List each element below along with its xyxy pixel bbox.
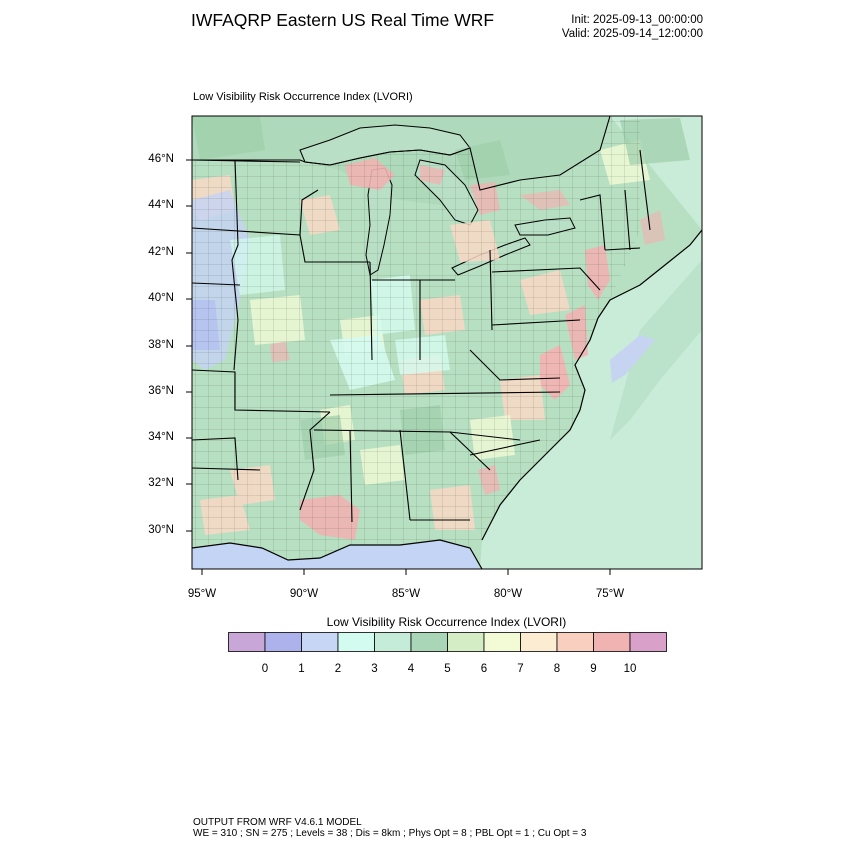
- colorbar-tick-label: 1: [298, 663, 305, 675]
- lon-label-75w: 75°W: [595, 588, 625, 600]
- lat-label-44n: 44°N: [148, 199, 174, 211]
- colorbar-tick-label: 7: [517, 663, 524, 675]
- colorbar-swatch: [556, 632, 594, 652]
- colorbar-tick-label: 4: [407, 663, 415, 675]
- colorbar-tick-label: 8: [553, 663, 561, 675]
- lon-label-85w: 85°W: [391, 588, 421, 600]
- atlantic-coastline: [481, 229, 702, 541]
- plot-subtitle: Low Visibility Risk Occurrence Index (LV…: [193, 91, 413, 103]
- colorbar-swatch: [447, 632, 485, 652]
- map-field: [192, 116, 702, 569]
- lat-label-30n: 30°N: [148, 524, 174, 536]
- lat-label-40n: 40°N: [148, 292, 174, 304]
- gulf-coastline: [192, 539, 483, 569]
- colorbar-swatch: [337, 632, 375, 652]
- colorbar-swatch: [629, 632, 667, 652]
- valid-time: Valid: 2025-09-14_12:00:00: [561, 28, 703, 40]
- ocean-blue-patch: [610, 335, 655, 383]
- footer-config: WE = 310 ; SN = 275 ; Levels = 38 ; Dis …: [193, 828, 587, 839]
- lon-label-95w: 95°W: [187, 588, 217, 600]
- lat-ticks: [186, 159, 192, 532]
- lat-label-38n: 38°N: [148, 339, 174, 351]
- colorbar-tick-label: 10: [623, 663, 637, 675]
- page-title: IWFAQRP Eastern US Real Time WRF: [191, 10, 495, 30]
- colorbar-tick-label: 5: [444, 663, 451, 675]
- colorbar-title: Low Visibility Risk Occurrence Index (LV…: [326, 615, 567, 629]
- state-borders: [192, 149, 651, 523]
- lat-label-34n: 34°N: [148, 431, 174, 443]
- lon-label-80w: 80°W: [493, 588, 523, 600]
- canada-border: [192, 116, 611, 191]
- colorbar-tick-label: 0: [261, 663, 269, 675]
- colorbar-tick-label: 3: [371, 663, 378, 675]
- colorbar-swatch: [264, 632, 302, 652]
- colorbar-swatch: [301, 632, 339, 652]
- colorbar: [228, 632, 667, 652]
- colorbar-tick-label: 6: [480, 663, 488, 675]
- lon-label-90w: 90°W: [289, 588, 319, 600]
- colorbar-swatch: [520, 632, 558, 652]
- lat-label-42n: 42°N: [148, 246, 174, 258]
- lat-label-32n: 32°N: [148, 477, 174, 489]
- colorbar-swatch: [228, 632, 266, 652]
- colorbar-swatch: [410, 632, 448, 652]
- colorbar-swatch: [483, 632, 521, 652]
- gulf-of-mexico: [192, 540, 480, 569]
- map-frame: [191, 115, 703, 570]
- colorbar-tick-label: 2: [334, 663, 342, 675]
- colorbar-swatch: [374, 632, 412, 652]
- colorbar-swatch: [593, 632, 631, 652]
- footer-model: OUTPUT FROM WRF V4.6.1 MODEL: [193, 817, 362, 828]
- lon-ticks: [201, 569, 611, 575]
- atlantic-ocean: [480, 116, 702, 569]
- init-time: Init: 2025-09-13_00:00:00: [571, 14, 703, 26]
- colorbar-tick-label: 9: [590, 663, 597, 675]
- lat-label-36n: 36°N: [148, 385, 174, 397]
- county-grid: [192, 116, 640, 560]
- lat-label-46n: 46°N: [148, 153, 174, 165]
